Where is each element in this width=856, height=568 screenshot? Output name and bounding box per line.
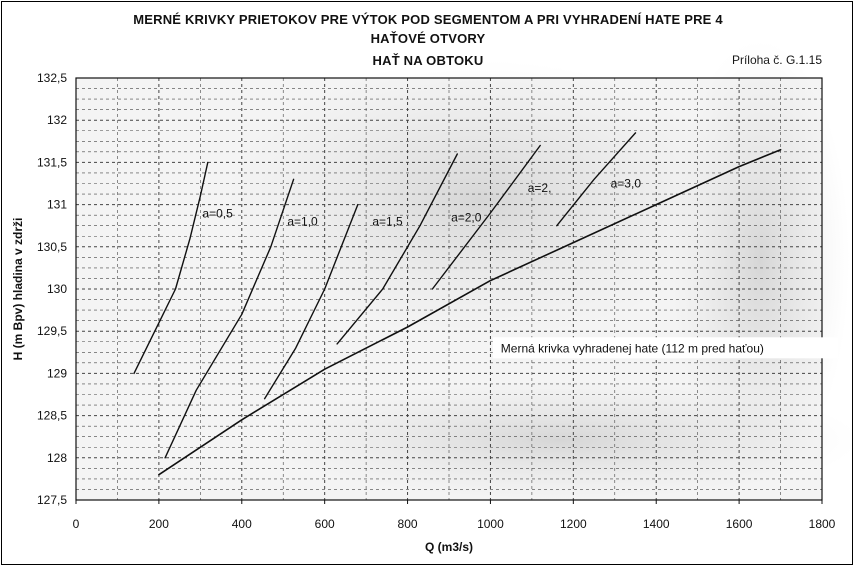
x-tick-label: 1800	[809, 517, 836, 531]
y-tick-label: 128	[47, 451, 67, 465]
y-tick-label: 127,5	[37, 493, 67, 507]
y-tick-label: 132	[47, 113, 67, 127]
x-tick-label: 0	[73, 517, 80, 531]
plot-shading	[220, 60, 740, 340]
y-tick-label: 128,5	[37, 409, 67, 423]
series-label: a=1,0	[287, 215, 318, 229]
y-tick-label: 130,5	[37, 240, 67, 254]
y-axis-label: H (m Bpv) hladina v zdrži	[11, 218, 25, 361]
series-line-5	[431, 144, 541, 290]
x-tick-label: 800	[398, 517, 418, 531]
axes	[75, 77, 823, 501]
y-tick-label: 129,5	[37, 324, 67, 338]
series-line-2	[164, 178, 295, 459]
plot-border	[75, 77, 823, 501]
series-label: Merná krivka vyhradenej hate (112 m pred…	[501, 341, 764, 355]
y-tick-label: 131	[47, 198, 67, 212]
curve-label-background	[492, 337, 838, 359]
x-tick-label: 200	[149, 517, 169, 531]
tick-labels: 0 200 400 600 800 1000 1200 1400 1600 1800 127,5 12…	[37, 71, 836, 531]
x-tick-label: 1000	[477, 517, 504, 531]
series-label: a=0,5	[202, 206, 233, 220]
series-line-1	[133, 161, 209, 375]
series-label: a=2,	[528, 181, 552, 195]
series-labels: a=0,5 a=1,0 a=1,5 a=2,0 a=2, a=3,0 Merná krivk…	[202, 177, 838, 359]
series-line-3	[263, 203, 359, 400]
series-line-4	[336, 153, 458, 345]
x-tick-label: 1400	[643, 517, 670, 531]
chart-title-text: MERNÉ KRIVKY PRIETOKOV PRE VÝTOK POD SEG…	[133, 12, 723, 46]
chart-title: MERNÉ KRIVKY PRIETOKOV PRE VÝTOK POD SEG…	[0, 10, 856, 48]
x-tick-label: 600	[315, 517, 335, 531]
plot-shading	[670, 40, 850, 480]
series-label: a=2,0	[451, 210, 482, 224]
y-tick-label: 130	[47, 282, 67, 296]
series-label: a=3,0	[611, 177, 642, 191]
x-tick-label: 400	[232, 517, 252, 531]
series-lines	[133, 132, 782, 476]
series-label: a=1,5	[372, 215, 403, 229]
y-tick-label: 132,5	[37, 71, 67, 85]
x-axis-label: Q (m3/s)	[425, 540, 473, 554]
series-line-overflow-curve	[158, 148, 782, 476]
x-tick-label: 1600	[726, 517, 753, 531]
y-tick-label: 129	[47, 366, 67, 380]
y-tick-label: 131,5	[37, 155, 67, 169]
series-line-6	[556, 132, 637, 227]
x-tick-label: 1200	[560, 517, 587, 531]
